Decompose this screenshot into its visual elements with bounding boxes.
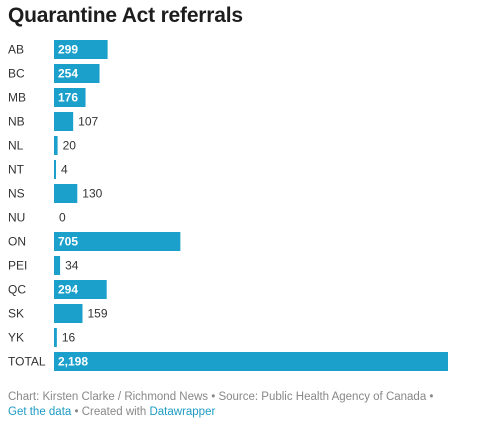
bar (54, 88, 86, 107)
value-label: 159 (88, 307, 108, 321)
category-label: NB (8, 115, 25, 129)
datawrapper-link[interactable]: Datawrapper (149, 406, 216, 418)
value-label: 4 (61, 163, 68, 177)
chart-footer: Chart: Kirsten Clarke / Richmond News • … (8, 390, 488, 420)
chart-title: Quarantine Act referrals (8, 4, 243, 27)
category-label: BC (8, 67, 25, 81)
footer-credit: Chart: Kirsten Clarke / Richmond News • … (8, 391, 434, 403)
bar (54, 112, 74, 131)
category-label: SK (8, 307, 24, 321)
value-label: 176 (58, 91, 78, 105)
category-label: AB (8, 43, 24, 57)
category-label: YK (8, 331, 24, 345)
bar-chart: AB 299 BC 254 MB 176 NB 107 NL 20 NT 4 NS 130 NU 0 ON 705… (8, 40, 448, 371)
bar (54, 256, 61, 275)
value-label: 107 (78, 115, 98, 129)
category-label: NT (8, 163, 25, 177)
bar (54, 280, 107, 299)
category-label: NL (8, 139, 24, 153)
value-label: 2,198 (58, 355, 88, 369)
category-label: QC (8, 283, 26, 297)
bar (54, 64, 100, 83)
bar (54, 160, 56, 179)
category-label: PEI (8, 259, 27, 273)
category-label: NS (8, 187, 25, 201)
category-label: TOTAL (8, 355, 46, 369)
category-label: NU (8, 211, 25, 225)
value-label: 299 (58, 43, 78, 57)
bar (54, 328, 57, 347)
value-label: 705 (58, 235, 78, 249)
value-label: 294 (58, 283, 78, 297)
value-label: 16 (62, 331, 76, 345)
category-label: MB (8, 91, 26, 105)
bar (54, 136, 58, 155)
value-label: 0 (59, 211, 66, 225)
bar (54, 304, 83, 323)
value-label: 130 (82, 187, 102, 201)
value-label: 34 (65, 259, 79, 273)
bar (54, 184, 78, 203)
bar (54, 352, 448, 371)
value-label: 254 (58, 67, 78, 81)
footer-created-with: • Created with (71, 406, 150, 418)
get-the-data-link[interactable]: Get the data (8, 406, 72, 418)
bar (54, 232, 181, 251)
value-label: 20 (63, 139, 77, 153)
category-label: ON (8, 235, 26, 249)
bar (54, 40, 108, 59)
